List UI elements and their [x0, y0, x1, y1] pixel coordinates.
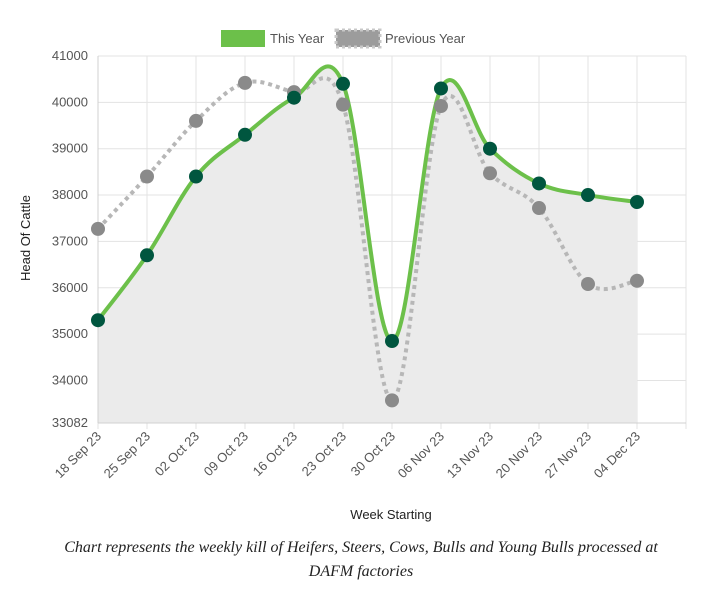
caption-line-2: DAFM factories — [308, 563, 414, 580]
chart-caption: Chart represents the weekly kill of Heif… — [0, 536, 722, 584]
this-year-point — [140, 248, 154, 263]
cattle-kill-chart: 33082 34000 35000 36000 37000 38000 39000 40000… — [18, 28, 687, 522]
this-year-point — [532, 176, 546, 191]
this-year-point — [336, 76, 350, 91]
x-tick-label: 18 Sep 23 — [52, 429, 105, 482]
previous-year-point — [189, 113, 203, 128]
this-year-point — [91, 313, 105, 328]
x-tick-label: 27 Nov 23 — [542, 429, 595, 482]
x-tick-label: 16 Oct 23 — [250, 429, 300, 479]
this-year-point — [287, 90, 301, 105]
y-tick-label: 34000 — [52, 372, 88, 387]
previous-year-point — [91, 221, 105, 236]
x-tick-label: 09 Oct 23 — [201, 429, 251, 479]
area-fill — [98, 66, 637, 424]
this-year-point — [483, 141, 497, 156]
data-points — [91, 75, 644, 408]
y-tick-label: 41000 — [52, 48, 88, 63]
y-axis-title: Head Of Cattle — [18, 195, 33, 281]
this-year-point — [581, 188, 595, 203]
previous-year-point — [434, 99, 448, 114]
previous-year-point — [630, 273, 644, 288]
this-year-point — [434, 81, 448, 96]
this-year-point — [385, 334, 399, 349]
legend-item-this-year[interactable]: This Year — [221, 30, 325, 47]
legend-swatch-this-year — [221, 30, 265, 47]
this-year-area — [98, 66, 637, 424]
legend[interactable]: This Year Previous Year — [221, 28, 466, 49]
legend-swatch-previous-year — [334, 28, 382, 49]
x-tick-label: 13 Nov 23 — [444, 429, 497, 482]
legend-item-previous-year[interactable]: Previous Year — [334, 28, 466, 49]
y-tick-label: 33082 — [52, 415, 88, 430]
legend-label-this-year: This Year — [270, 31, 325, 46]
y-tick-label: 38000 — [52, 187, 88, 202]
previous-year-point — [483, 166, 497, 181]
previous-year-point — [336, 97, 350, 112]
axes — [97, 56, 686, 424]
previous-year-line — [96, 76, 638, 403]
y-tick-label: 37000 — [52, 233, 88, 248]
this-year-point — [238, 127, 252, 142]
x-tick-label: 04 Dec 23 — [591, 429, 644, 482]
x-tick-label: 30 Oct 23 — [348, 429, 398, 479]
this-year-point — [630, 195, 644, 210]
previous-year-point — [581, 277, 595, 292]
previous-year-point — [140, 169, 154, 184]
y-tick-label: 39000 — [52, 141, 88, 156]
x-tick-label: 23 Oct 23 — [299, 429, 349, 479]
y-tick-labels: 33082 34000 35000 36000 37000 38000 39000 40000… — [52, 48, 88, 430]
x-tick-label: 20 Nov 23 — [493, 429, 546, 482]
previous-year-point — [385, 393, 399, 408]
previous-year-point — [238, 75, 252, 90]
x-axis-title: Week Starting — [350, 507, 431, 522]
previous-year-point — [532, 201, 546, 216]
x-tick-label: 06 Nov 23 — [395, 429, 448, 482]
this-year-point — [189, 169, 203, 184]
y-tick-label: 35000 — [52, 326, 88, 341]
legend-label-previous-year: Previous Year — [385, 31, 466, 46]
caption-line-1: Chart represents the weekly kill of Heif… — [64, 539, 658, 556]
y-tick-label: 40000 — [52, 94, 88, 109]
x-tick-label: 25 Sep 23 — [101, 429, 154, 482]
x-tick-label: 02 Oct 23 — [152, 429, 202, 479]
y-tick-label: 36000 — [52, 280, 88, 295]
